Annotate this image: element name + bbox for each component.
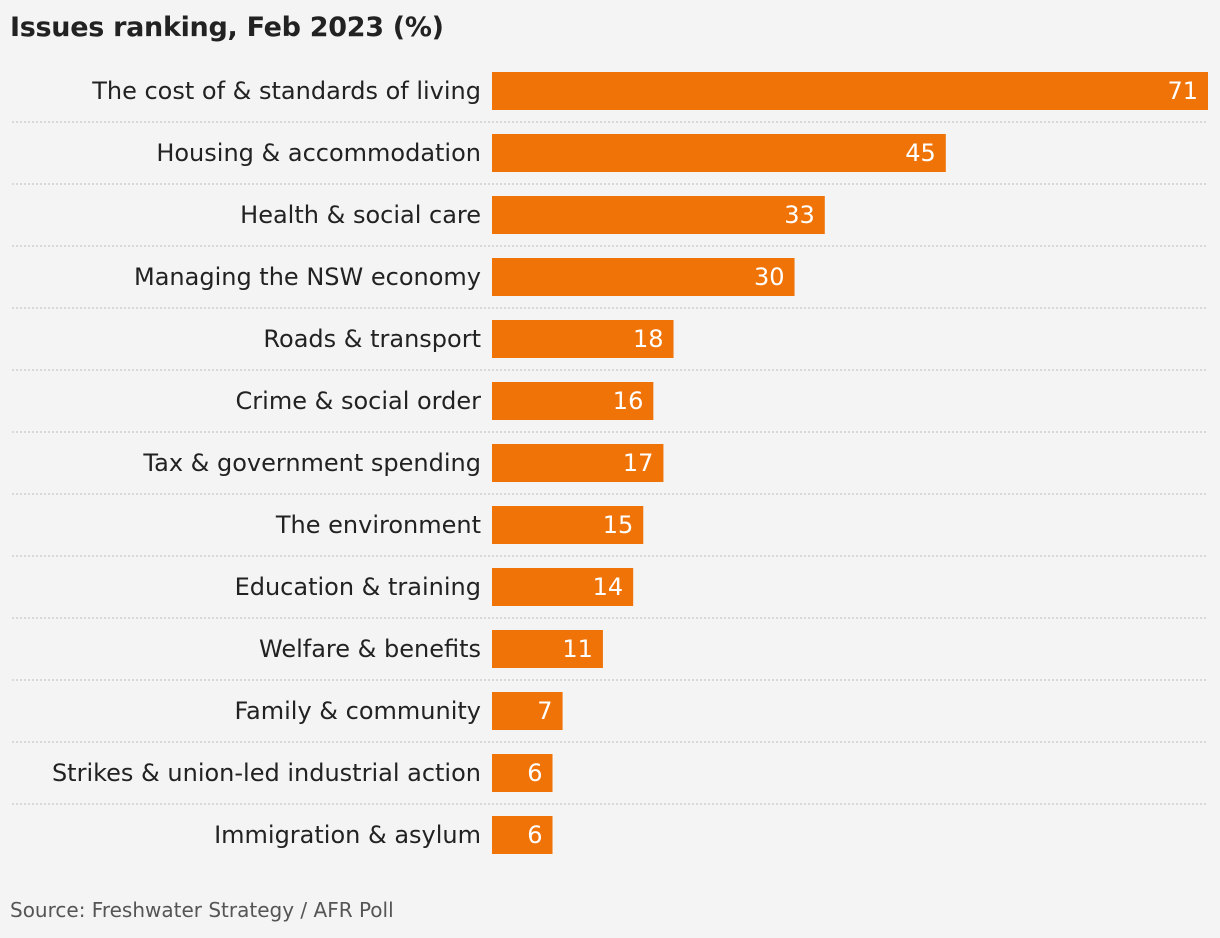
- source-note: Source: Freshwater Strategy / AFR Poll: [10, 898, 394, 922]
- chart-title: Issues ranking, Feb 2023 (%): [10, 12, 444, 43]
- category-label: Education & training: [235, 573, 481, 601]
- category-label: Housing & accommodation: [156, 139, 481, 167]
- value-label: 17: [623, 449, 654, 477]
- value-label: 15: [603, 511, 634, 539]
- bar: [492, 568, 634, 606]
- value-label: 6: [527, 821, 542, 849]
- value-label: 7: [537, 697, 552, 725]
- bar: [492, 444, 664, 482]
- bar: [492, 816, 553, 854]
- bar: [492, 382, 654, 420]
- category-label: Family & community: [234, 697, 481, 725]
- category-label: Crime & social order: [236, 387, 482, 415]
- category-label: Roads & transport: [263, 325, 481, 353]
- bar: [492, 196, 825, 234]
- value-label: 33: [784, 201, 815, 229]
- category-label: Managing the NSW economy: [134, 263, 481, 291]
- bar: [492, 754, 553, 792]
- value-label: 18: [633, 325, 664, 353]
- value-label: 16: [613, 387, 644, 415]
- category-label: Welfare & benefits: [259, 635, 481, 663]
- value-label: 45: [905, 139, 936, 167]
- bar: [492, 506, 644, 544]
- category-label: Immigration & asylum: [214, 821, 481, 849]
- bar: [492, 258, 795, 296]
- value-label: 30: [754, 263, 785, 291]
- bar: [492, 134, 946, 172]
- bar: [492, 72, 1208, 110]
- category-label: The cost of & standards of living: [91, 77, 481, 105]
- category-label: Tax & government spending: [142, 449, 481, 477]
- category-label: The environment: [275, 511, 481, 539]
- value-label: 11: [562, 635, 593, 663]
- value-label: 6: [527, 759, 542, 787]
- bar: [492, 692, 563, 730]
- value-label: 14: [593, 573, 624, 601]
- bar: [492, 630, 603, 668]
- category-label: Health & social care: [240, 201, 481, 229]
- category-label: Strikes & union-led industrial action: [52, 759, 481, 787]
- value-label: 71: [1167, 77, 1198, 105]
- bar: [492, 320, 674, 358]
